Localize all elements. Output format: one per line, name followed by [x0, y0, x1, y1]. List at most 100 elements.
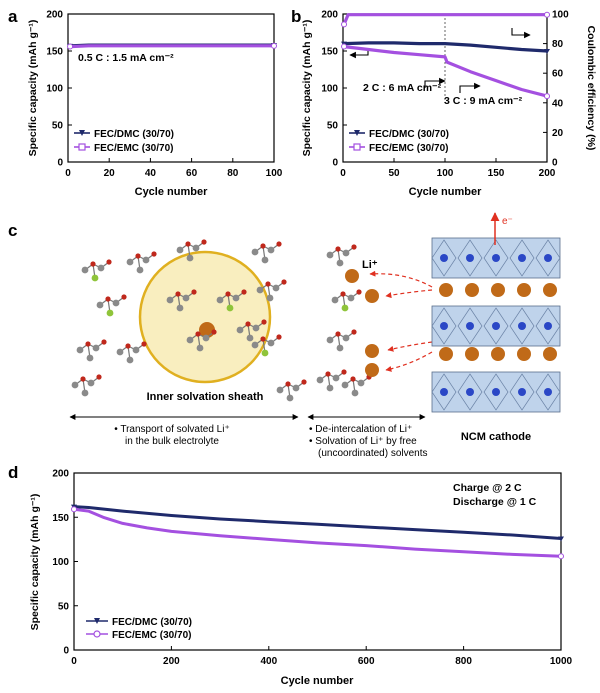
atom — [116, 348, 124, 356]
atom — [267, 339, 275, 347]
atom — [341, 381, 349, 389]
schematic-c: Inner solvation sheath Li⁺ e⁻ NCM cathod… — [69, 212, 561, 459]
atom — [80, 376, 86, 382]
ncm-cathode — [431, 237, 561, 413]
right-caption-line2: • Solvation of Li⁺ by free — [309, 436, 417, 447]
y-tick-label: 150 — [52, 513, 69, 524]
atom — [236, 326, 244, 334]
series-line — [73, 507, 562, 558]
data-point — [341, 21, 348, 28]
octahedron — [535, 239, 561, 277]
atom — [90, 261, 96, 267]
y2-tick-label: 60 — [552, 69, 564, 80]
x-tick-label: 100 — [437, 168, 454, 179]
transition-metal — [466, 254, 474, 262]
solvent-molecule — [316, 369, 347, 392]
x-tick-label: 0 — [71, 656, 77, 667]
lattice-li-ion — [465, 283, 479, 297]
atom — [132, 346, 140, 354]
transition-metal — [492, 254, 500, 262]
atom — [251, 341, 259, 349]
x-tick-label: 400 — [260, 656, 277, 667]
atom — [176, 246, 184, 254]
atom — [85, 341, 91, 347]
left-caption-line1: • Transport of solvated Li⁺ — [114, 424, 230, 435]
data-point — [558, 553, 564, 560]
atom — [182, 294, 190, 302]
atom — [335, 331, 341, 337]
atom — [252, 324, 260, 332]
li-label: Li⁺ — [362, 259, 378, 271]
series-line — [73, 505, 562, 540]
deintercalation-arrow — [385, 351, 433, 372]
data-point — [67, 43, 74, 50]
atom — [121, 294, 127, 300]
atom — [226, 304, 234, 312]
atom — [267, 246, 275, 254]
solvent-molecule — [236, 319, 267, 342]
lattice-li-ion — [517, 347, 531, 361]
legend-dmc-marker — [79, 130, 85, 136]
lattice-li-ion — [543, 347, 557, 361]
deintercalation-arrow — [387, 341, 433, 352]
octahedron — [457, 307, 483, 345]
octahedron — [483, 239, 509, 277]
solvent-molecule — [216, 289, 247, 312]
chart-d-xlabel: Cycle number — [281, 675, 354, 687]
octahedron — [509, 239, 535, 277]
atom — [175, 291, 181, 297]
y2-tick-label: 80 — [552, 39, 564, 50]
atom — [211, 329, 217, 335]
solvent-molecule — [76, 339, 107, 362]
sheath-label: Inner solvation sheath — [147, 391, 264, 403]
octahedron — [431, 239, 457, 277]
atom — [87, 379, 95, 387]
octahedron — [431, 373, 457, 411]
chart-d-annotation-charge: Charge @ 2 C — [453, 482, 522, 494]
atom — [202, 334, 210, 342]
chart-d-legend: FEC/DMC (30/70) FEC/EMC (30/70) — [86, 617, 192, 641]
atom — [251, 248, 259, 256]
atom — [350, 376, 356, 382]
deintercalation-arrows — [369, 270, 433, 372]
solvent-molecule — [71, 374, 102, 397]
solvent-molecule — [81, 259, 112, 282]
transition-metal — [518, 322, 526, 330]
chart-d: Specific capacity (mAh g⁻¹) Cycle number… — [29, 469, 573, 688]
atom — [105, 296, 111, 302]
y-tick-label: 0 — [63, 646, 69, 657]
solvent-molecule — [251, 334, 282, 357]
atom — [256, 286, 264, 294]
atom — [341, 369, 347, 375]
chart-a-xlabel: Cycle number — [135, 186, 208, 198]
y2-tick-label: 0 — [552, 158, 558, 169]
chart-b-legend: FEC/DMC (30/70) FEC/EMC (30/70) — [349, 129, 449, 154]
chart-a-legend-emc: FEC/EMC (30/70) — [94, 143, 173, 154]
x-tick-label: 0 — [65, 168, 71, 179]
series-line — [343, 45, 548, 98]
octahedron — [509, 307, 535, 345]
atom — [191, 289, 197, 295]
free-li-ion — [345, 269, 359, 283]
x-tick-label: 200 — [539, 168, 556, 179]
chart-d-ylabel: Specific capacity (mAh g⁻¹) — [29, 494, 41, 631]
octahedron — [483, 373, 509, 411]
transition-metal — [440, 322, 448, 330]
atom — [186, 336, 194, 344]
atom — [286, 394, 294, 402]
atom — [185, 241, 191, 247]
series-line — [342, 13, 547, 26]
atom — [125, 343, 131, 349]
atom — [151, 251, 157, 257]
legend-dmc-marker-d — [94, 618, 100, 624]
atom — [96, 301, 104, 309]
x-tick-label: 1000 — [550, 656, 573, 667]
atom — [325, 371, 331, 377]
transition-metal — [440, 388, 448, 396]
y-tick-label: 200 — [46, 10, 63, 21]
chart-a-legend: FEC/DMC (30/70) FEC/EMC (30/70) — [74, 129, 174, 154]
free-li-ions — [345, 269, 379, 377]
atom — [326, 251, 334, 259]
data-point — [544, 11, 550, 18]
atom — [266, 294, 274, 302]
